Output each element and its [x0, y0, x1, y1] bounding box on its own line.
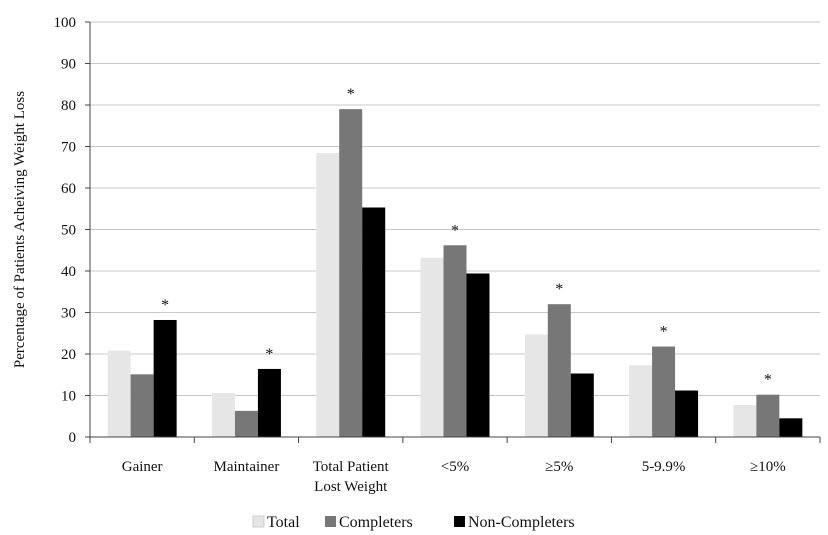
y-tick-label: 40 [61, 264, 76, 280]
bar-total [211, 393, 235, 437]
x-category-label: Lost Weight [314, 479, 388, 495]
bar-completers [443, 245, 467, 437]
axes [85, 21, 821, 443]
y-tick-label: 100 [54, 15, 77, 31]
x-category-label: ≥10% [750, 459, 786, 475]
x-category-label: <5% [441, 459, 469, 475]
legend-swatch [454, 516, 465, 527]
significance-star: * [161, 297, 169, 314]
bar-total [316, 153, 340, 437]
x-category-label: Total Patient [313, 459, 390, 475]
legend-label: Non-Completers [468, 514, 575, 531]
bar-completers [652, 346, 676, 437]
bar-non-completers [257, 368, 281, 437]
significance-star: * [660, 324, 668, 341]
x-category-label: ≥5% [545, 459, 573, 475]
significance-star: * [764, 372, 772, 389]
bar-non-completers [466, 273, 490, 437]
bar-completers [547, 304, 571, 437]
gridlines [90, 21, 820, 396]
bar-total [420, 257, 444, 437]
bar-non-completers [570, 373, 594, 437]
significance-star: * [347, 86, 355, 103]
bar-non-completers [779, 418, 803, 437]
y-tick-label: 10 [61, 389, 76, 405]
bar-total [733, 405, 757, 437]
y-tick-label: 50 [61, 223, 76, 239]
bar-total [107, 350, 131, 437]
legend-label: Total [267, 514, 300, 531]
y-axis-title: Percentage of Patients Acheiving Weight … [12, 91, 28, 368]
legend: Total Completers Non-Completers [252, 514, 575, 531]
legend-label: Completers [339, 514, 413, 531]
bars [107, 109, 803, 438]
bar-completers [130, 374, 154, 437]
significance-star: * [265, 346, 273, 363]
y-tick-label: 60 [61, 181, 76, 197]
y-tick-label: 20 [61, 347, 76, 363]
y-tick-label: 0 [69, 430, 77, 446]
legend-swatch [325, 516, 336, 527]
y-tick-label: 80 [61, 98, 76, 114]
x-axis-labels: Gainer Maintainer Total Patient Lost Weight… [122, 459, 786, 495]
significance-star: * [555, 281, 563, 298]
y-tick-label: 70 [61, 140, 76, 156]
bar-completers [339, 109, 363, 438]
bar-non-completers [675, 390, 699, 437]
bar-total [629, 365, 653, 437]
x-category-label: 5-9.9% [642, 459, 686, 475]
bar-completers [756, 394, 780, 437]
legend-swatch [252, 515, 265, 528]
bar-non-completers [153, 319, 177, 437]
significance-markers: * * * * * * * [161, 86, 772, 389]
x-category-label: Maintainer [214, 459, 280, 475]
significance-star: * [451, 222, 459, 239]
x-category-label: Gainer [122, 459, 163, 475]
y-axis-ticks: 0 10 20 30 40 50 60 70 80 90 100 [54, 15, 77, 446]
bar-non-completers [362, 207, 386, 437]
y-tick-label: 90 [61, 57, 76, 73]
y-tick-label: 30 [61, 306, 76, 322]
bar-completers [234, 410, 258, 437]
bar-total [524, 334, 548, 437]
